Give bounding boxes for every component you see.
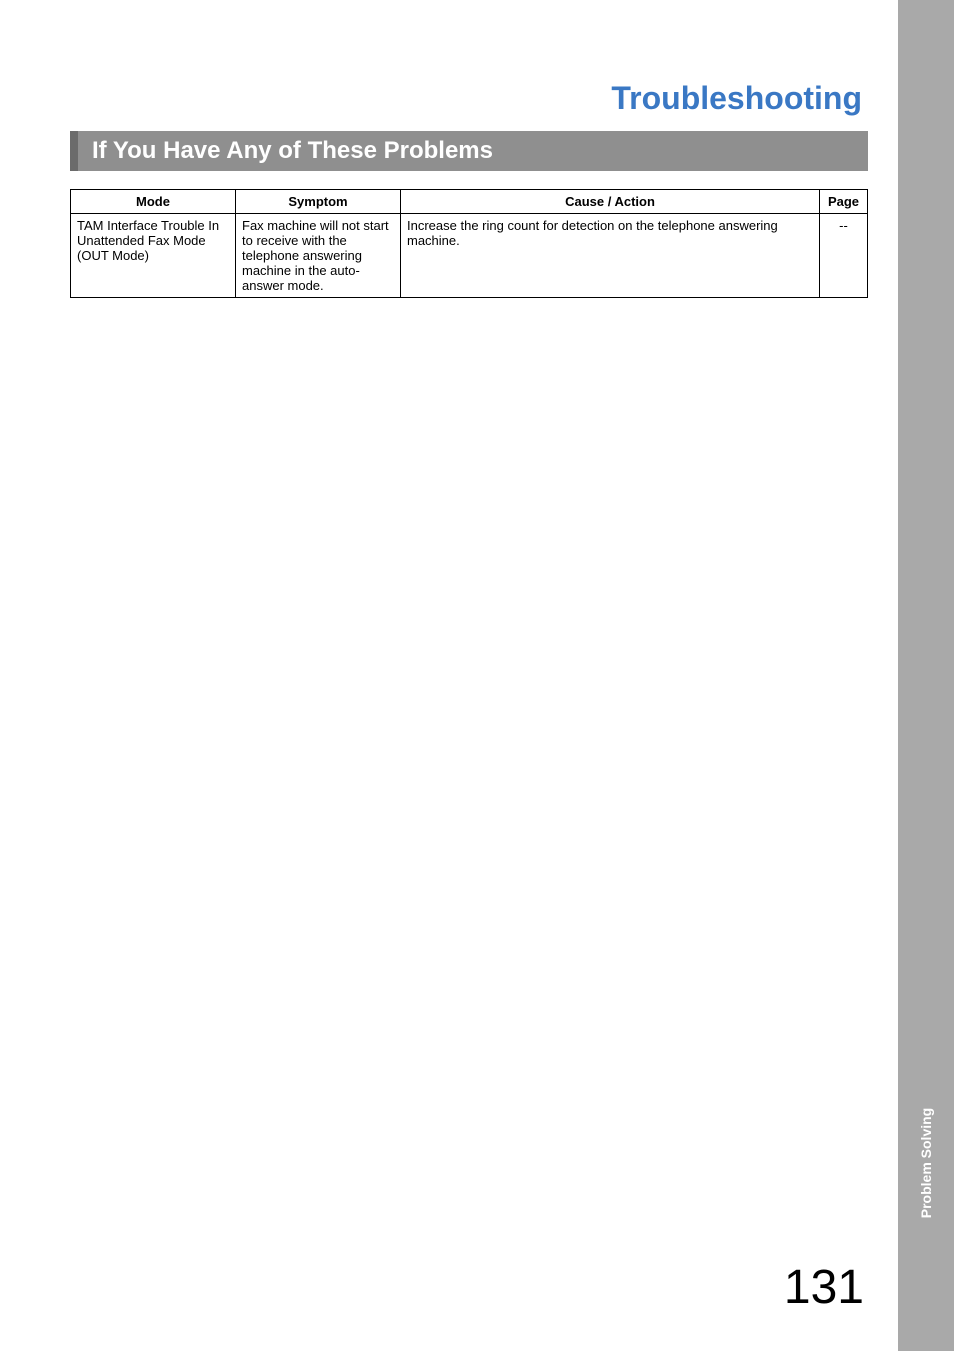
page-title: Troubleshooting — [70, 80, 868, 117]
section-heading: If You Have Any of These Problems — [70, 131, 868, 171]
col-header-cause: Cause / Action — [401, 190, 820, 214]
cell-symptom: Fax machine will not start to receive wi… — [236, 214, 401, 298]
table-header-row: Mode Symptom Cause / Action Page — [71, 190, 868, 214]
content-column: Troubleshooting If You Have Any of These… — [0, 0, 898, 1351]
col-header-mode: Mode — [71, 190, 236, 214]
cell-page: -- — [820, 214, 868, 298]
cell-cause: Increase the ring count for detection on… — [401, 214, 820, 298]
side-tab-column: Problem Solving — [898, 0, 954, 1351]
side-tab-label: Problem Solving — [918, 1108, 934, 1218]
table-row: TAM Interface Trouble In Unattended Fax … — [71, 214, 868, 298]
troubleshooting-table: Mode Symptom Cause / Action Page TAM Int… — [70, 189, 868, 298]
cell-mode: TAM Interface Trouble In Unattended Fax … — [71, 214, 236, 298]
page-wrap: Troubleshooting If You Have Any of These… — [0, 0, 954, 1351]
col-header-page: Page — [820, 190, 868, 214]
page-number: 131 — [784, 1260, 864, 1315]
col-header-symptom: Symptom — [236, 190, 401, 214]
